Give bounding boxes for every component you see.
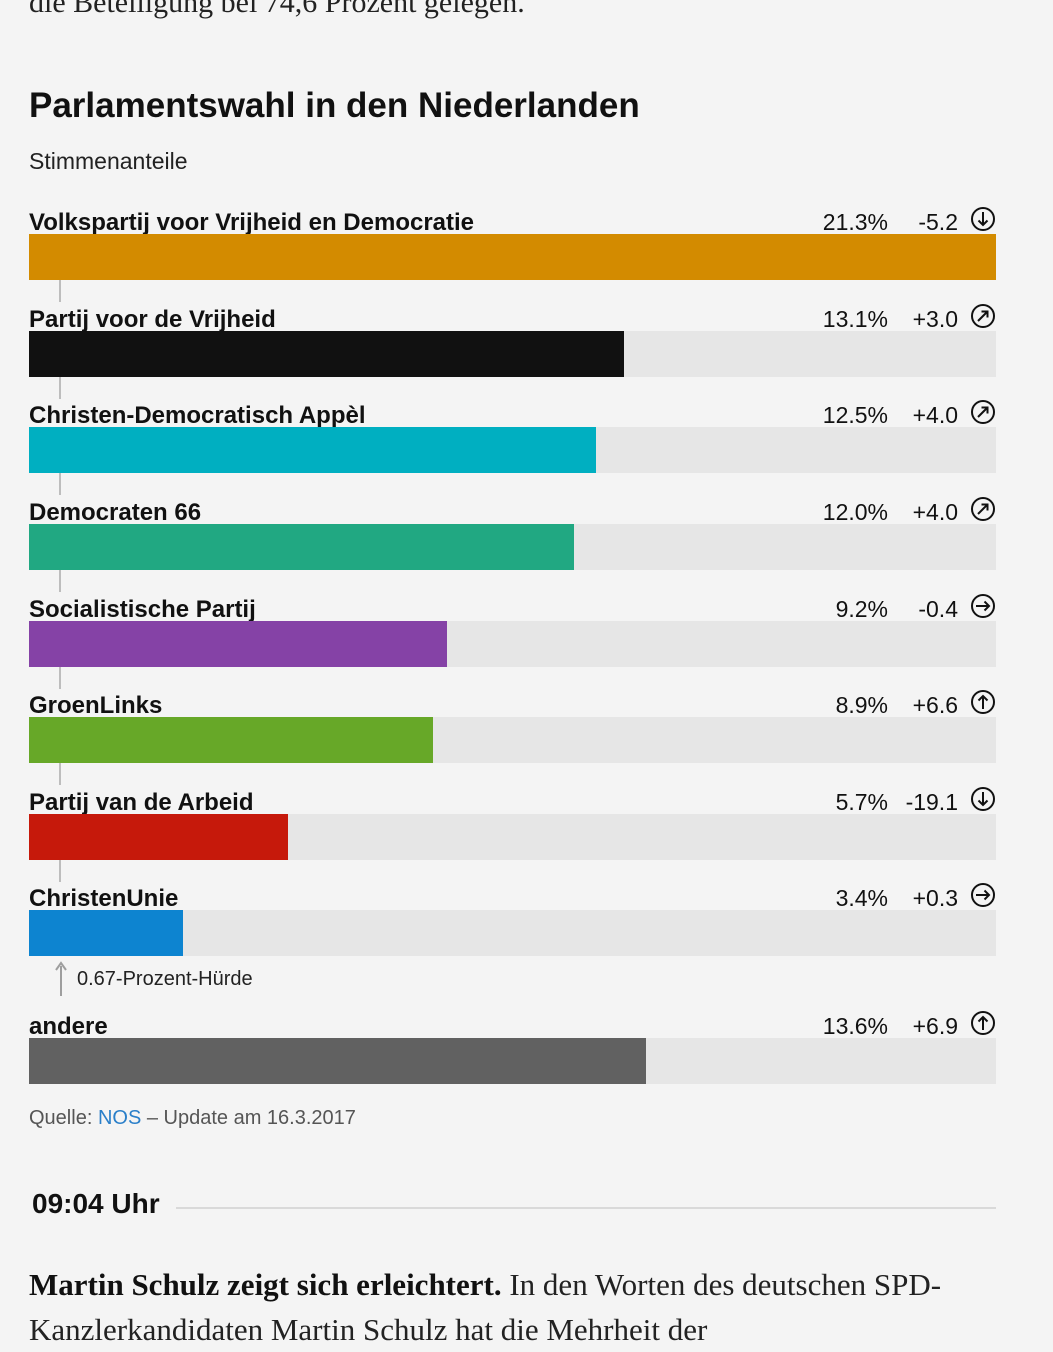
bar-track: [29, 717, 996, 763]
bar-track: [29, 524, 996, 570]
timeline-time: 09:04 Uhr: [32, 1188, 160, 1219]
trend-up-right-icon: [971, 400, 995, 424]
vote-share-label: 8.9%: [835, 692, 888, 718]
threshold-label: 0.67-Prozent-Hürde: [77, 968, 253, 990]
change-label: -0.4: [918, 596, 958, 622]
timeline-divider: [176, 1207, 996, 1209]
row-connector: [59, 860, 61, 882]
article-paragraph: Martin Schulz zeigt sich erleichtert. In…: [29, 1262, 1029, 1352]
trend-up-icon: [971, 690, 995, 714]
bar: [29, 524, 574, 570]
trend-up-right-icon: [971, 497, 995, 521]
bar-row: Socialistische Partij 9.2% -0.4: [29, 594, 996, 696]
source-prefix: Quelle:: [29, 1107, 93, 1129]
intro-paragraph: die Beteiligung bei 74,6 Prozent gelegen…: [29, 0, 525, 19]
article-lead: Martin Schulz zeigt sich erleichtert.: [29, 1267, 502, 1302]
change-label: +6.9: [912, 1013, 958, 1039]
row-connector: [59, 667, 61, 689]
bar-track: [29, 331, 996, 377]
change-label: +3.0: [912, 306, 958, 332]
trend-down-icon: [971, 207, 995, 231]
threshold-arrow-icon: [55, 961, 67, 996]
party-label: Partij voor de Vrijheid: [29, 306, 276, 333]
change-label: +4.0: [912, 402, 958, 428]
row-connector: [59, 280, 61, 302]
trend-right-icon: [971, 883, 995, 907]
vote-share-label: 5.7%: [835, 789, 888, 815]
change-label: -5.2: [918, 209, 958, 235]
change-label: -19.1: [905, 789, 958, 815]
trend-up-right-icon: [971, 304, 995, 328]
vote-share-label: 12.0%: [822, 499, 888, 525]
source-link[interactable]: NOS: [97, 1107, 142, 1129]
vote-share-label: 13.6%: [822, 1013, 888, 1039]
row-connector: [59, 377, 61, 399]
bar-track: [29, 814, 996, 860]
party-label: Democraten 66: [29, 499, 202, 526]
vote-share-label: 21.3%: [822, 209, 888, 235]
party-label: andere: [29, 1013, 108, 1040]
vote-share-label: 3.4%: [835, 885, 888, 911]
chart-source: Quelle: NOS – Update am 16.3.2017: [29, 1107, 356, 1130]
bar: [29, 717, 433, 763]
bar: [29, 814, 288, 860]
bar-row: Partij voor de Vrijheid 13.1% +3.0: [29, 304, 996, 406]
bar-row: GroenLinks 8.9% +6.6: [29, 690, 996, 792]
bar: [29, 1038, 646, 1084]
chart-bars: Volkspartij voor Vrijheid en Democratie 2…: [29, 207, 996, 1084]
bar-row: Christen-Democratisch Appèl 12.5% +4.0: [29, 400, 996, 502]
bar: [29, 621, 447, 667]
chart-title: Parlamentswahl in den Niederlanden: [29, 86, 640, 125]
bar-row: Partij van de Arbeid 5.7% -19.1: [29, 787, 996, 889]
row-connector: [59, 473, 61, 495]
bar-row: Volkspartij voor Vrijheid en Democratie 2…: [29, 207, 996, 309]
row-connector: [59, 570, 61, 592]
source-update: – Update am 16.3.2017: [146, 1107, 356, 1129]
bar: [29, 234, 996, 280]
party-label: ChristenUnie: [29, 885, 179, 912]
party-label: Partij van de Arbeid: [29, 789, 254, 816]
vote-share-label: 13.1%: [822, 306, 888, 332]
change-label: +0.3: [912, 885, 958, 911]
row-connector: [59, 763, 61, 785]
party-label: GroenLinks: [29, 692, 163, 719]
bar-track: [29, 621, 996, 667]
bar-row: Democraten 66 12.0% +4.0: [29, 497, 996, 599]
party-label: Christen-Democratisch Appèl: [29, 402, 366, 429]
change-label: +6.6: [912, 692, 958, 718]
bar-row: ChristenUnie 3.4% +0.3: [29, 883, 996, 985]
party-label: Volkspartij voor Vrijheid en Democratie: [29, 209, 475, 236]
vote-share-label: 12.5%: [822, 402, 888, 428]
bar: [29, 427, 596, 473]
article-text: In den Worten des deutschen SPD-Kanzlerk…: [29, 1267, 942, 1347]
vote-share-label: 9.2%: [835, 596, 888, 622]
trend-right-icon: [971, 594, 995, 618]
trend-up-icon: [971, 1011, 995, 1035]
change-label: +4.0: [912, 499, 958, 525]
party-label: Socialistische Partij: [29, 596, 256, 623]
bar: [29, 331, 624, 377]
bar-track: [29, 910, 996, 956]
bar-track: [29, 234, 996, 280]
chart-subtitle: Stimmenanteile: [29, 148, 188, 174]
bar-track: [29, 1038, 996, 1084]
trend-down-icon: [971, 787, 995, 811]
bar: [29, 910, 183, 956]
bar-row: andere 13.6% +6.9: [29, 1011, 996, 1113]
bar-track: [29, 427, 996, 473]
